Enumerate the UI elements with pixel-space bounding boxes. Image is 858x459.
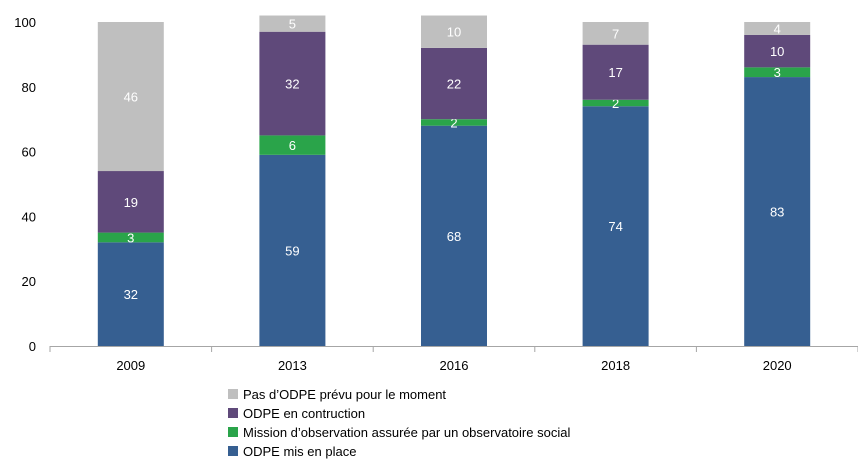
legend-swatch <box>228 427 238 437</box>
data-label: 32 <box>285 77 299 92</box>
legend-label: ODPE mis en place <box>243 444 356 459</box>
bar-segment <box>421 47 487 120</box>
data-label: 59 <box>285 243 299 258</box>
bar-segment <box>259 15 326 32</box>
y-tick-label: 100 <box>14 15 36 30</box>
data-label: 2 <box>612 96 619 111</box>
bar-segment <box>744 22 811 35</box>
y-tick-label: 80 <box>22 80 36 95</box>
y-tick-label: 20 <box>22 274 36 289</box>
x-tick-label: 2016 <box>440 358 469 373</box>
legend-swatch <box>228 408 238 418</box>
bar-segment <box>97 232 164 243</box>
data-label: 3 <box>127 230 134 245</box>
y-tick-label: 60 <box>22 145 36 160</box>
bar-segment <box>259 135 326 155</box>
data-label: 17 <box>608 65 622 80</box>
legend-label: Pas d’ODPE prévu pour le moment <box>243 387 446 402</box>
data-label: 2 <box>450 115 457 130</box>
bar-segment <box>421 119 487 126</box>
data-label: 4 <box>774 21 781 36</box>
data-label: 83 <box>770 205 784 220</box>
y-axis: 0 20 40 60 80 100 <box>14 15 36 354</box>
bar-segment <box>421 15 487 48</box>
bar-segment <box>582 44 649 100</box>
bar-segment <box>582 22 649 45</box>
legend-label: ODPE en contruction <box>243 406 365 421</box>
bar-segment <box>97 22 164 172</box>
bar-segment <box>744 34 811 68</box>
bar-segment <box>421 125 487 347</box>
data-label: 10 <box>770 44 784 59</box>
bar-segment <box>582 99 649 107</box>
bar-segment <box>582 106 649 347</box>
x-tick-label: 2018 <box>601 358 630 373</box>
bar-segment <box>744 67 811 78</box>
data-label: 10 <box>447 25 461 40</box>
x-tick-label: 2020 <box>763 358 792 373</box>
bar-stack-2009: 32 3 19 46 <box>97 22 164 346</box>
legend-item: Pas d’ODPE prévu pour le moment <box>228 387 446 402</box>
data-label: 68 <box>447 229 461 244</box>
y-tick-label: 0 <box>29 339 36 354</box>
legend-label: Mission d’observation assurée par un obs… <box>243 425 570 440</box>
legend-item: Mission d’observation assurée par un obs… <box>228 425 570 440</box>
data-label: 74 <box>608 219 622 234</box>
bar-segment <box>97 242 164 346</box>
x-tick-label: 2009 <box>116 358 145 373</box>
data-label: 6 <box>289 138 296 153</box>
bar-stack-2013: 59 6 32 5 <box>259 15 326 346</box>
data-label: 7 <box>612 26 619 41</box>
data-label: 5 <box>289 17 296 32</box>
bar-segment <box>97 171 164 233</box>
legend: Pas d’ODPE prévu pour le moment ODPE en c… <box>228 387 570 459</box>
x-tick-label: 2013 <box>278 358 307 373</box>
x-axis: 2009 2013 2016 2018 2020 <box>49 346 858 373</box>
data-label: 3 <box>774 65 781 80</box>
bar-segment <box>259 31 326 136</box>
legend-swatch <box>228 446 238 456</box>
legend-item: ODPE mis en place <box>228 444 356 459</box>
bar-segment <box>259 154 326 346</box>
bar-segment <box>744 77 811 346</box>
data-label: 19 <box>124 195 138 210</box>
data-label: 32 <box>124 287 138 302</box>
bar-stack-2018: 74 2 17 7 <box>582 22 649 347</box>
bar-stack-2020: 83 3 10 4 <box>744 21 811 346</box>
y-tick-label: 40 <box>22 209 36 224</box>
data-label: 22 <box>447 77 461 92</box>
legend-swatch <box>228 389 238 399</box>
data-label: 46 <box>124 90 138 105</box>
legend-item: ODPE en contruction <box>228 406 365 421</box>
